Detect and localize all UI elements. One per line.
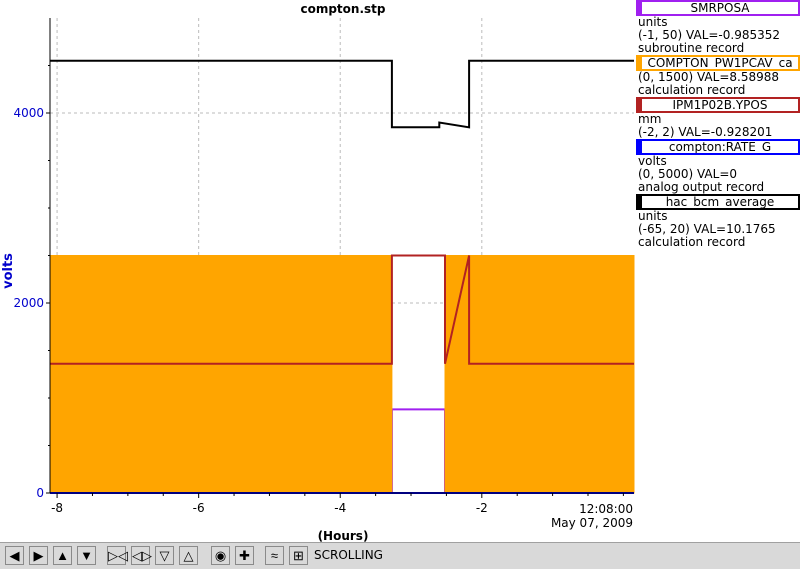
toolbar: ◀ ▶ ▲ ▼ ▷◁ ◁▷ ▽ △ ◉ ✚ ≈ ⊞ SCROLLING xyxy=(0,542,800,569)
status-text: SCROLLING xyxy=(314,548,383,562)
y-tick-label: 4000 xyxy=(13,106,44,120)
legend-line: subroutine record xyxy=(638,41,745,55)
down-arrow-icon[interactable]: ▼ xyxy=(77,546,96,565)
series-line xyxy=(50,59,634,129)
legend-line: mm xyxy=(638,112,662,126)
legend-name[interactable]: IPM1P02B.YPOS xyxy=(636,97,800,113)
series-layer xyxy=(49,59,635,494)
legend-line: calculation record xyxy=(638,83,746,97)
add-icon[interactable]: ✚ xyxy=(235,546,254,565)
legend-line: (-2, 2) VAL=-0.928201 xyxy=(638,125,773,139)
up-arrow-icon[interactable]: ▲ xyxy=(53,546,72,565)
x-tick-label: -6 xyxy=(193,501,205,515)
right-arrow-icon[interactable]: ▶ xyxy=(29,546,48,565)
time-label: 12:08:00 xyxy=(579,502,633,516)
legend-item[interactable]: hac_bcm_average units (-65, 20) VAL=10.1… xyxy=(636,194,800,249)
x-axis-label: (Hours) xyxy=(318,529,369,542)
legend-line: calculation record xyxy=(638,235,746,249)
legend-item[interactable]: compton:RATE_G volts (0, 5000) VAL=0 ana… xyxy=(636,139,800,194)
y-tick-label: 0 xyxy=(36,486,44,500)
legend-name[interactable]: hac_bcm_average xyxy=(636,194,800,210)
y-axis-label: volts xyxy=(1,253,16,289)
legend-name[interactable]: SMRPOSA xyxy=(636,0,800,16)
legend-line: (-1, 50) VAL=-0.985352 xyxy=(638,28,781,42)
x-tick-label: -2 xyxy=(476,501,488,515)
axes: 0 2000 4000 -8 -6 -4 -2 xyxy=(13,18,634,515)
series-area xyxy=(49,255,635,494)
legend: SMRPOSA units (-1, 50) VAL=-0.985352 sub… xyxy=(636,0,800,249)
x-tick-label: -4 xyxy=(334,501,346,515)
legend-line: units xyxy=(638,15,668,29)
legend-name[interactable]: compton:RATE_G xyxy=(636,139,800,155)
save-icon[interactable]: ⊞ xyxy=(289,546,308,565)
chart: compton.stp 0 2000 4000 -8 -6 -4 -2 volts (Hou… xyxy=(1,2,635,542)
zoom-out-y-icon[interactable]: △ xyxy=(179,546,198,565)
left-arrow-icon[interactable]: ◀ xyxy=(5,546,24,565)
cursor-mode-icon[interactable]: ≈ xyxy=(265,546,284,565)
legend-item[interactable]: COMPTON_PW1PCAV_ca (0, 1500) VAL=8.58988… xyxy=(636,55,800,97)
date-label: May 07, 2009 xyxy=(551,516,633,530)
chart-title: compton.stp xyxy=(300,2,385,16)
x-tick-label: -8 xyxy=(51,501,63,515)
legend-item[interactable]: IPM1P02B.YPOS mm (-2, 2) VAL=-0.928201 xyxy=(636,97,800,139)
legend-line: analog output record xyxy=(638,180,765,194)
legend-item[interactable]: SMRPOSA units (-1, 50) VAL=-0.985352 sub… xyxy=(636,0,800,55)
legend-line: units xyxy=(638,209,668,223)
autoscale-icon[interactable]: ◉ xyxy=(211,546,230,565)
legend-line: (0, 5000) VAL=0 xyxy=(638,167,738,181)
legend-name[interactable]: COMPTON_PW1PCAV_ca xyxy=(636,55,800,71)
series-line xyxy=(50,254,634,365)
legend-line: (0, 1500) VAL=8.58988 xyxy=(638,70,779,84)
zoom-in-x-icon[interactable]: ▷◁ xyxy=(107,546,128,565)
y-tick-label: 2000 xyxy=(13,296,44,310)
zoom-in-y-icon[interactable]: ▽ xyxy=(155,546,174,565)
zoom-out-x-icon[interactable]: ◁▷ xyxy=(131,546,152,565)
legend-line: volts xyxy=(638,154,667,168)
legend-line: (-65, 20) VAL=10.1765 xyxy=(638,222,776,236)
